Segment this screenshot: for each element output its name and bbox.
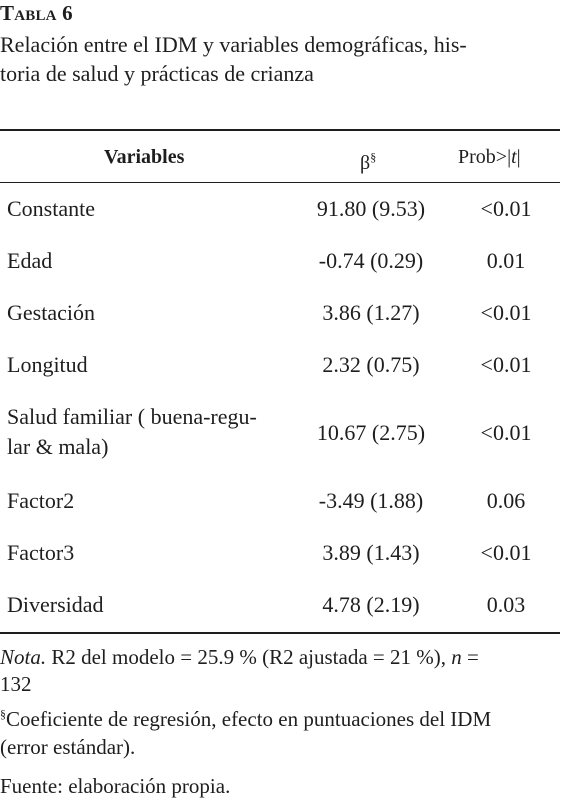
row-variable: Diversidad [7,592,104,617]
header-prob-t: t [511,146,517,168]
row-variable: Factor3 [7,540,75,565]
row-prob: <0.01 [480,420,532,445]
table-number: Tabla 6 [0,1,73,25]
row-variable-line-2: lar & mala) [7,434,109,459]
row-beta: 10.67 (2.75) [316,420,426,445]
row-prob: 0.01 [486,248,526,273]
note-label: Nota. [0,645,47,669]
row-prob: 0.03 [486,592,526,617]
header-variables: Variables [104,146,185,168]
row-beta: 4.78 (2.19) [322,592,420,617]
row-beta: -3.49 (1.88) [318,488,424,513]
footnote-text: Coeficiente de regresión, efecto en punt… [6,707,492,731]
row-beta: -0.74 (0.29) [318,248,424,273]
row-beta: 3.86 (1.27) [322,300,420,325]
header-prob-prefix: Prob>| [458,146,512,168]
row-variable: Edad [7,248,53,273]
row-variable: Longitud [7,352,88,377]
header-prob: Prob>|t| [458,145,521,169]
header-beta: β§ [360,145,376,175]
row-variable: Gestación [7,300,95,325]
header-rule [0,182,560,183]
row-prob: <0.01 [480,196,532,221]
footnote-mark: § [0,707,6,721]
row-beta: 91.80 (9.53) [316,196,426,221]
row-prob: <0.01 [480,540,532,565]
row-prob: <0.01 [480,352,532,377]
row-prob: <0.01 [480,300,532,325]
header-prob-suffix: | [516,146,521,168]
note-line-1: Nota. R2 del modelo = 25.9 % (R2 ajustad… [0,644,560,671]
note-text-b: = [461,645,479,669]
row-variable: Salud familiar ( buena-regu- lar & mala) [7,402,297,462]
table-footnote: §Coeficiente de regresión, efecto en pun… [0,700,560,761]
note-text-a: R2 del modelo = 25.9 % (R2 ajustada = 21… [46,645,452,669]
header-beta-mark: § [370,150,377,164]
table-header-row: Variables β§ Prob>|t| [0,131,560,181]
bottom-rule [0,632,560,634]
header-beta-symbol: β [360,152,371,174]
table-note: Nota. R2 del modelo = 25.9 % (R2 ajustad… [0,644,560,698]
row-prob: 0.06 [486,488,526,513]
footnote-line-1: §Coeficiente de regresión, efecto en pun… [0,700,560,733]
note-line-2: 132 [0,672,32,696]
footnote-line-2: (error estándar). [0,735,136,759]
row-beta: 3.89 (1.43) [322,540,420,565]
note-n: n [451,645,462,669]
row-variable: Constante [7,196,95,221]
caption-line-2: toria de salud y prácticas de crianza [0,61,314,86]
row-variable: Factor2 [7,488,75,513]
row-beta: 2.32 (0.75) [322,352,420,377]
row-variable-line-1: Salud familiar ( buena-regu- [7,404,257,429]
table-source: Fuente: elaboración propia. [0,774,231,798]
caption-line-1: Relación entre el IDM y variables demogr… [0,32,467,57]
table-caption: Relación entre el IDM y variables demogr… [0,30,560,88]
top-rule [0,129,560,131]
